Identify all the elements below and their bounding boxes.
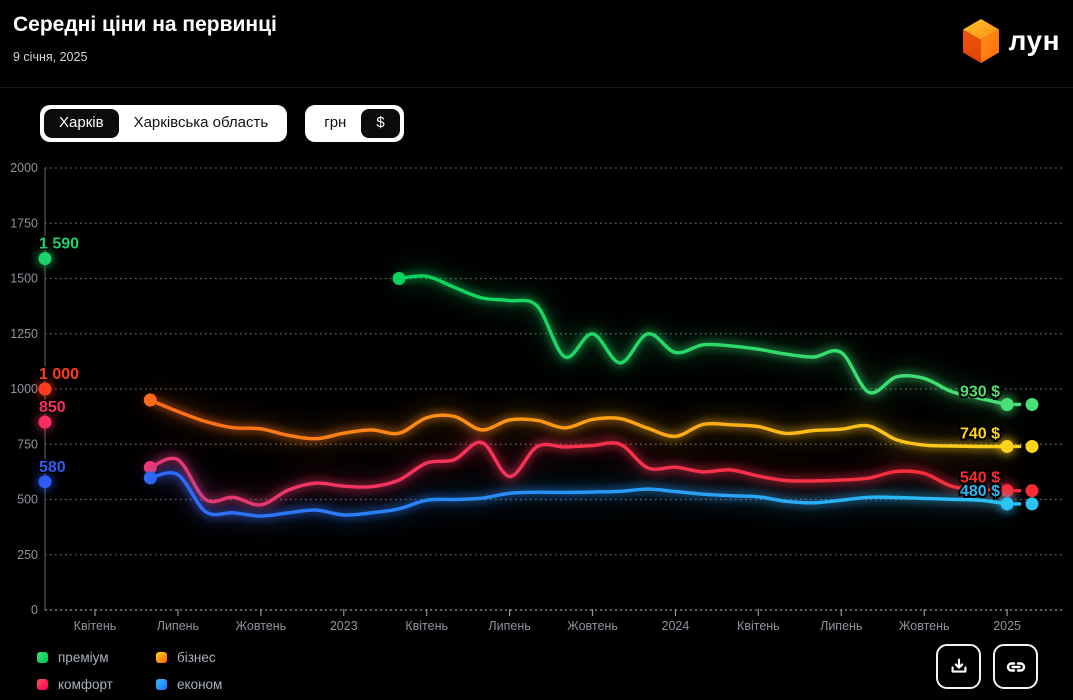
forecast-point-економ	[1025, 497, 1039, 511]
series-end-point-комфорт	[1000, 484, 1014, 498]
lun-logo[interactable]: лун	[961, 18, 1060, 64]
start-value-label-економ: 580	[39, 459, 66, 476]
download-button[interactable]	[936, 644, 981, 689]
legend-label: комфорт	[58, 677, 113, 692]
legend-swatch	[156, 679, 167, 690]
series-start-point-економ	[143, 471, 157, 485]
currency-option[interactable]: грн	[324, 114, 347, 131]
legend-swatch	[37, 652, 48, 663]
legend-item: бізнес	[156, 650, 222, 665]
legend-swatch	[37, 679, 48, 690]
axis-dot-преміум	[38, 252, 52, 266]
forecast-point-преміум	[1025, 397, 1039, 411]
forecast-point-комфорт	[1025, 484, 1039, 498]
x-tick-label: 2023	[330, 619, 358, 633]
x-tick-label: Жовтень	[567, 619, 618, 633]
series-line-комфорт	[148, 440, 1009, 507]
region-option[interactable]: Харків	[44, 109, 119, 138]
series-line-преміум	[397, 274, 1009, 407]
y-tick-label: 0	[31, 603, 38, 617]
header: Середні ціни на первинці 9 січня, 2025	[0, 0, 1073, 88]
axis-dot-комфорт	[38, 415, 52, 429]
region-option[interactable]: Харківська область	[133, 114, 269, 131]
y-tick-label: 1250	[10, 327, 38, 341]
y-tick-label: 1750	[10, 216, 38, 230]
legend-label: бізнес	[177, 650, 216, 665]
y-tick-label: 250	[17, 548, 38, 562]
chart-actions	[936, 644, 1038, 689]
y-tick-label: 750	[17, 437, 38, 451]
controls-row: Харків Харківська область грн $	[40, 105, 404, 142]
y-tick-label: 1500	[10, 272, 38, 286]
legend-item: преміум	[37, 650, 156, 665]
legend-label: економ	[177, 677, 223, 692]
series-end-point-бізнес	[1000, 439, 1014, 453]
start-value-label-комфорт: 850	[39, 399, 66, 416]
series-end-point-економ	[1000, 497, 1014, 511]
series-halo-преміум	[394, 270, 1013, 410]
x-tick-label: 2025	[993, 619, 1021, 633]
currency-option[interactable]: $	[361, 109, 400, 138]
start-value-label-преміум: 1 590	[39, 236, 79, 253]
report-date: 9 січня, 2025	[13, 50, 88, 64]
axis-dot-бізнес	[38, 382, 52, 396]
series-line-бізнес	[148, 398, 1009, 449]
legend-swatch	[156, 652, 167, 663]
series-line-економ	[148, 471, 1009, 518]
end-value-label-бізнес: 740 $	[960, 425, 1000, 442]
x-tick-label: Квітень	[74, 619, 117, 633]
legend-item: економ	[156, 677, 222, 692]
axis-dot-економ	[38, 475, 52, 489]
x-tick-label: Квітень	[737, 619, 780, 633]
page-title: Середні ціни на первинці	[13, 13, 277, 36]
download-icon	[951, 658, 966, 673]
end-value-label-економ: 480 $	[960, 483, 1000, 500]
y-tick-label: 1000	[10, 382, 38, 396]
x-tick-label: Квітень	[405, 619, 448, 633]
lun-cube-icon	[962, 19, 999, 63]
copy-link-button[interactable]	[993, 644, 1038, 689]
link-icon	[1006, 661, 1025, 672]
x-tick-label: 2024	[662, 619, 690, 633]
region-toggle: Харків Харківська область	[40, 105, 288, 142]
series-start-point-преміум	[392, 272, 406, 285]
end-value-label-комфорт: 540 $	[960, 470, 1000, 487]
end-value-label-преміум: 930 $	[960, 383, 1000, 400]
x-tick-label: Липень	[820, 619, 862, 633]
legend-label: преміум	[58, 650, 109, 665]
x-tick-label: Липень	[488, 619, 530, 633]
legend-item: комфорт	[37, 677, 156, 692]
start-value-label-бізнес: 1 000	[39, 366, 79, 383]
brand-name: лун	[1008, 25, 1060, 56]
x-tick-label: Жовтень	[236, 619, 287, 633]
series-end-point-преміум	[1000, 397, 1014, 411]
forecast-point-бізнес	[1025, 439, 1039, 453]
x-tick-label: Жовтень	[899, 619, 950, 633]
currency-toggle: грн $	[305, 105, 404, 142]
y-tick-label: 2000	[10, 161, 38, 175]
y-tick-label: 500	[17, 493, 38, 507]
x-tick-label: Липень	[157, 619, 199, 633]
series-start-point-комфорт	[143, 460, 157, 474]
chart-legend: преміум бізнес комфорт економ	[37, 650, 222, 692]
series-start-point-бізнес	[143, 393, 157, 407]
